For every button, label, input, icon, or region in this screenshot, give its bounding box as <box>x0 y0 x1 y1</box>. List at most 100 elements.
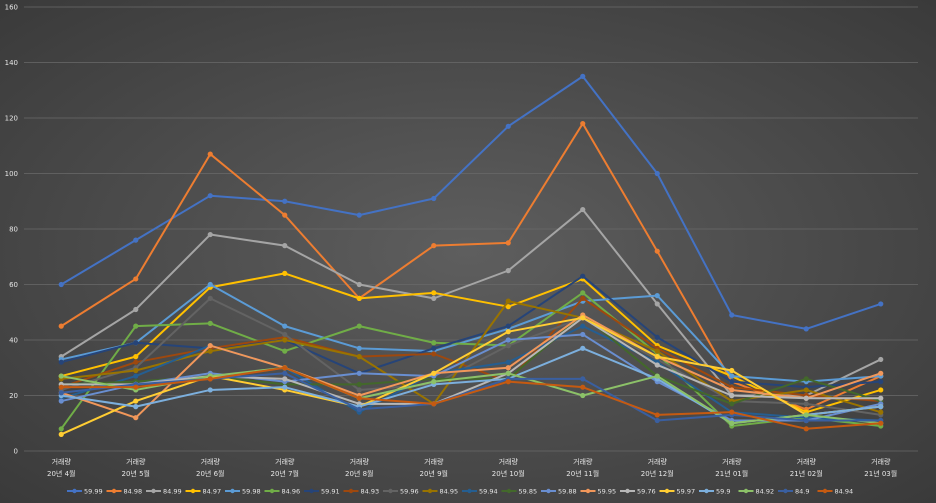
legend-label: 59.91 <box>321 487 340 495</box>
legend-item: 84.94 <box>817 487 853 495</box>
legend-label: 59.9 <box>716 487 730 495</box>
data-point <box>729 373 735 379</box>
legend-marker <box>190 488 196 494</box>
data-point <box>505 379 511 385</box>
y-tick-label: 120 <box>5 115 18 123</box>
series-line <box>60 314 882 419</box>
x-tick-label-top: 거래량 <box>648 457 668 466</box>
data-point <box>356 395 362 401</box>
y-tick-label: 0 <box>14 448 18 456</box>
data-point <box>803 412 809 418</box>
series-line <box>60 75 882 330</box>
data-point <box>356 295 362 301</box>
legend-marker <box>664 488 670 494</box>
data-point <box>505 268 511 274</box>
data-point <box>803 426 809 432</box>
data-point <box>282 212 288 218</box>
data-point <box>207 281 213 288</box>
legend-item: 59.76 <box>620 487 656 495</box>
legend-item: 84.92 <box>738 487 775 495</box>
data-point <box>580 323 586 329</box>
data-point <box>133 237 139 243</box>
series-lines <box>58 73 884 437</box>
legend-label: 59.96 <box>400 487 419 495</box>
data-point <box>654 248 660 254</box>
legend-label: 59.88 <box>558 487 577 495</box>
data-point <box>58 431 64 437</box>
legend-label: 84.92 <box>756 487 775 495</box>
data-point <box>729 401 735 407</box>
data-point <box>878 409 884 415</box>
data-point <box>207 348 213 354</box>
data-point <box>580 295 586 301</box>
legend-marker <box>388 488 393 494</box>
data-point <box>282 198 288 204</box>
data-point <box>207 295 213 301</box>
data-point <box>431 290 437 296</box>
data-point <box>878 395 884 401</box>
data-point <box>580 345 586 351</box>
series-line <box>61 333 881 422</box>
data-point <box>356 345 362 351</box>
legend-item: 59.85 <box>501 487 538 495</box>
legend-label: 84.99 <box>163 487 182 495</box>
data-point <box>878 404 884 410</box>
y-tick-label: 160 <box>5 4 18 12</box>
legend-label: 84.93 <box>361 487 380 495</box>
data-point <box>878 356 884 363</box>
x-tick-label-bottom: 20년 8월 <box>345 469 373 478</box>
legend-marker <box>506 488 512 494</box>
data-point <box>878 301 884 307</box>
legend-label: 59.99 <box>84 487 103 495</box>
data-point <box>282 348 288 354</box>
x-tick-label-top: 거래량 <box>871 457 891 466</box>
x-axis: 거래량 20년 4월 거래량 20년 5월 거래량 20년 6월 거래량 20년 7월 거래량 2… <box>47 457 897 478</box>
data-point <box>803 326 809 332</box>
data-point <box>133 398 139 404</box>
data-point <box>356 212 362 218</box>
legend-label: 59.85 <box>519 487 538 495</box>
legend-marker <box>822 488 828 494</box>
legend-marker <box>585 488 591 494</box>
data-point <box>580 290 586 296</box>
legend-marker <box>269 488 275 494</box>
x-tick-label-top: 거래량 <box>126 457 146 466</box>
data-point <box>133 384 139 390</box>
data-point <box>58 373 64 379</box>
data-point <box>58 390 64 396</box>
data-point <box>133 340 139 346</box>
data-point <box>207 231 213 238</box>
data-point <box>505 240 511 246</box>
data-point <box>580 206 586 213</box>
x-tick-label-bottom: 20년 7월 <box>271 469 299 478</box>
legend-label: 84.96 <box>282 487 301 495</box>
y-tick-label: 100 <box>5 170 18 178</box>
x-tick-label-top: 거래량 <box>275 457 295 466</box>
data-point <box>729 312 735 318</box>
legend-label: 59.94 <box>479 487 498 495</box>
data-point <box>207 320 213 326</box>
legend-item: 59.9 <box>699 487 730 495</box>
legend-item: 84.9 <box>778 487 809 495</box>
legend-marker <box>309 488 314 494</box>
x-tick-label-top: 거래량 <box>201 457 221 466</box>
data-point <box>356 381 362 387</box>
legend-item: 84.93 <box>343 487 380 495</box>
legend-marker <box>230 488 235 494</box>
data-point <box>356 323 362 329</box>
data-point <box>878 370 884 376</box>
legend-item: 59.98 <box>225 487 261 495</box>
series-59.95 <box>58 312 884 421</box>
data-point <box>356 354 362 360</box>
data-point <box>431 340 437 346</box>
series-59.99 <box>58 73 884 332</box>
x-tick-label-top: 거래량 <box>722 457 742 466</box>
data-point <box>580 384 586 390</box>
legend-item: 84.96 <box>264 487 301 495</box>
data-point <box>654 334 660 340</box>
series-line <box>60 291 881 430</box>
data-point <box>505 365 511 371</box>
legend: 59.99 84.98 84.99 84.97 59.98 84.96 59.91 84.93… <box>67 487 853 495</box>
data-point <box>282 270 288 276</box>
data-point <box>207 151 213 157</box>
